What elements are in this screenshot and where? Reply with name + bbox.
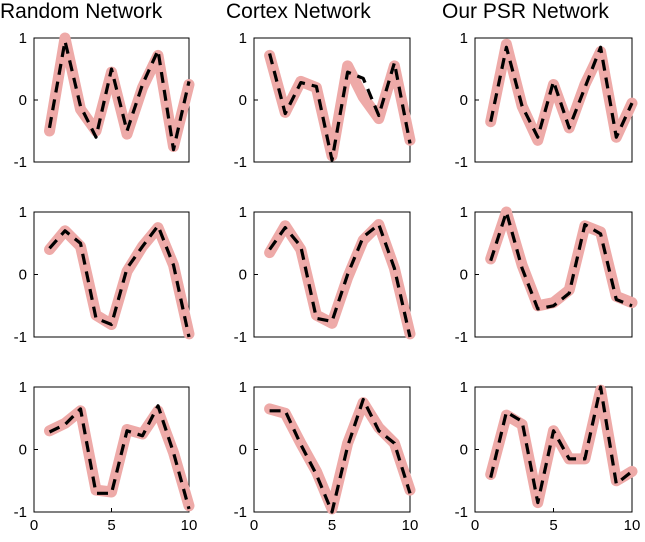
x-tick-label: 0: [30, 517, 38, 534]
panel-r2-c1: 1 0 -1: [14, 204, 195, 346]
prediction-series-line: [489, 210, 633, 311]
panel-r3-c3: 10-10 5 10: [455, 379, 641, 534]
column-title-random: Random Network: [0, 0, 163, 23]
y-tick-label: -1: [455, 154, 468, 171]
y-tick-label: 0: [460, 442, 468, 459]
panel-r2-c2: 1 0 -1: [234, 204, 416, 346]
y-tick-label: 1: [239, 204, 247, 221]
prediction-series-line: [489, 385, 633, 505]
y-tick-label: 0: [19, 92, 27, 109]
x-tick-label: 0: [250, 517, 258, 534]
prediction-series-line: [489, 45, 634, 139]
x-tick-label: 5: [107, 517, 115, 534]
panel-r3-c2: 10-10 5 10: [234, 379, 419, 534]
y-tick-label: -1: [14, 154, 27, 171]
prediction-series-line: [48, 224, 191, 338]
prediction-series-line: [48, 404, 191, 510]
x-tick-label: 10: [402, 517, 419, 534]
y-tick-label: 0: [239, 92, 247, 109]
y-tick-label: 1: [19, 204, 27, 221]
panel-r2-c3: 1 0 -1: [455, 204, 638, 346]
panel-r1-c3: 1 0 -1: [455, 30, 638, 171]
y-tick-label: 1: [239, 379, 247, 396]
column-title-psr: Our PSR Network: [442, 0, 609, 23]
y-tick-label: 0: [19, 267, 27, 284]
panel-r1-c2: 1 0 -1: [234, 30, 416, 171]
y-tick-label: -1: [234, 329, 247, 346]
prediction-series-line: [269, 397, 412, 514]
y-tick-label: 0: [460, 267, 468, 284]
y-tick-label: 1: [19, 379, 27, 396]
prediction-series-line: [268, 222, 412, 338]
y-tick-label: -1: [234, 504, 247, 521]
y-tick-label: 1: [460, 379, 468, 396]
y-tick-label: -1: [455, 329, 468, 346]
y-tick-label: 1: [19, 30, 27, 47]
prediction-series-line: [268, 53, 412, 162]
y-tick-label: 0: [239, 442, 247, 459]
x-tick-label: 5: [549, 517, 557, 534]
x-tick-label: 10: [181, 517, 198, 534]
y-tick-label: 1: [460, 204, 468, 221]
prediction-series-line: [47, 39, 191, 152]
y-tick-label: -1: [14, 504, 27, 521]
x-tick-label: 0: [471, 517, 479, 534]
y-tick-label: 0: [19, 442, 27, 459]
y-tick-label: -1: [455, 504, 468, 521]
y-tick-label: -1: [14, 329, 27, 346]
panel-r3-c1: 10-10 5 10: [14, 379, 198, 534]
y-tick-label: -1: [234, 154, 247, 171]
y-tick-label: 1: [239, 30, 247, 47]
x-tick-label: 5: [328, 517, 336, 534]
y-tick-label: 0: [460, 92, 468, 109]
x-tick-label: 10: [624, 517, 641, 534]
y-tick-label: 0: [239, 267, 247, 284]
y-tick-label: 1: [460, 30, 468, 47]
panel-r1-c1: 1 0 -1: [14, 30, 195, 171]
column-title-cortex: Cortex Network: [226, 0, 371, 23]
